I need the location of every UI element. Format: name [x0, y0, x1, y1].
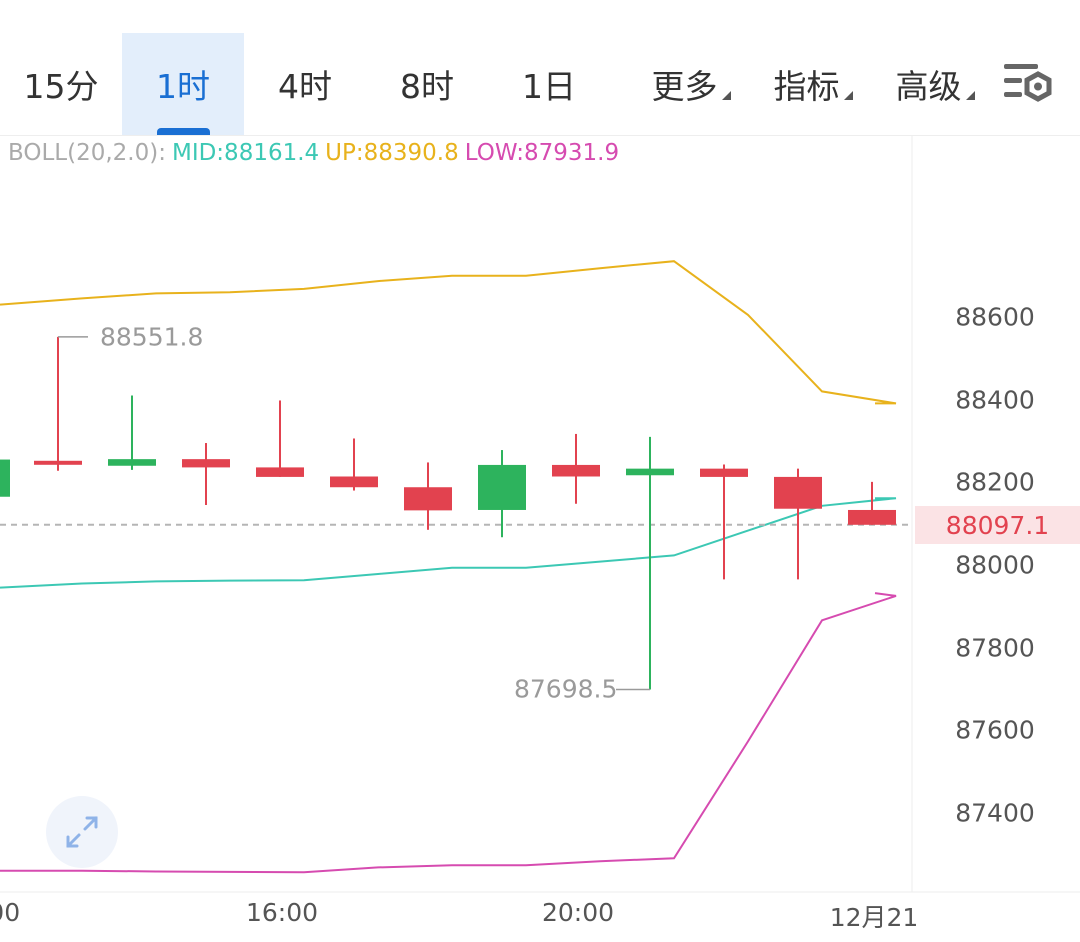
dropdown-caret-icon — [965, 90, 975, 100]
boll-bands — [0, 260, 897, 874]
candle-body — [774, 476, 822, 509]
candle — [108, 395, 156, 470]
candle — [182, 443, 230, 506]
expand-arrows-icon — [66, 816, 98, 848]
dropdown-caret-icon — [843, 90, 853, 100]
x-tick-label: :00 — [0, 898, 21, 927]
candle-body — [0, 459, 10, 497]
x-tick-label: 20:00 — [541, 898, 615, 927]
tab-1hour[interactable]: 1时 — [122, 33, 244, 135]
boll-mid-value: MID:88161.4 — [171, 140, 320, 166]
boll-upper-line — [0, 260, 897, 405]
candle — [848, 481, 896, 525]
boll-up-value: UP:88390.8 — [325, 140, 459, 166]
y-tick-label: 87400 — [955, 798, 1035, 828]
tab-4hour[interactable]: 4时 — [278, 67, 332, 106]
candles — [0, 336, 896, 690]
y-tick-label: 88200 — [955, 467, 1035, 497]
tab-1day[interactable]: 1日 — [522, 67, 576, 106]
tab-8hour[interactable]: 8时 — [400, 67, 454, 106]
candle-body — [626, 468, 674, 476]
candle-body — [848, 509, 896, 525]
low-price-annotation: 87698.5 — [514, 674, 618, 704]
candle — [256, 400, 304, 477]
tab-advanced-label: 高级 — [895, 67, 962, 106]
tab-indicators-label: 指标 — [773, 67, 840, 106]
boll-middle-line — [0, 497, 897, 589]
x-tick-label: 16:00 — [245, 898, 319, 927]
candle-body — [552, 464, 600, 477]
dropdown-caret-icon — [721, 90, 731, 100]
candle-body — [34, 460, 82, 465]
candle — [700, 464, 748, 580]
candle-body — [700, 468, 748, 477]
fullscreen-button[interactable] — [46, 796, 118, 868]
candle — [478, 450, 526, 538]
active-tab-indicator — [157, 128, 210, 135]
x-tick-label: 12月21 — [829, 903, 919, 932]
candle-body — [108, 459, 156, 466]
y-tick-label: 88000 — [955, 550, 1035, 580]
candle-body — [182, 459, 230, 468]
tab-15min[interactable]: 15分 — [23, 67, 99, 106]
timeframe-tab-bar: 15分 1时 4时 8时 1日 更多 指标 高级 — [0, 0, 1080, 136]
chart-settings-icon — [1004, 64, 1052, 102]
boll-indicator-readout: BOLL(20,2.0): MID:88161.4 UP:88390.8 LOW:87… — [8, 140, 625, 166]
boll-low-value: LOW:87931.9 — [464, 140, 620, 166]
candle-body — [256, 467, 304, 477]
candle-body — [404, 487, 452, 511]
tab-indicators[interactable]: 指标 — [752, 33, 874, 135]
y-tick-label: 88400 — [955, 385, 1035, 415]
candle — [774, 468, 822, 580]
candle-body — [478, 464, 526, 510]
candle — [330, 438, 378, 491]
candle — [0, 459, 10, 497]
candle — [404, 462, 452, 530]
boll-lower-line — [0, 592, 897, 874]
y-tick-label: 87600 — [955, 715, 1035, 745]
y-tick-label: 87800 — [955, 633, 1035, 663]
candle — [552, 433, 600, 504]
candle — [34, 336, 82, 471]
y-tick-label: 88600 — [955, 302, 1035, 332]
annotation-leaders — [58, 336, 650, 691]
chart-settings-button[interactable] — [1000, 58, 1060, 114]
tab-advanced[interactable]: 高级 — [874, 33, 996, 135]
high-price-annotation: 88551.8 — [100, 322, 204, 352]
boll-name: BOLL(20,2.0): — [8, 140, 166, 166]
tab-more-label: 更多 — [651, 67, 718, 106]
candle — [626, 436, 674, 690]
tab-more[interactable]: 更多 — [630, 33, 752, 135]
candle-body — [330, 476, 378, 488]
current-price-tag: 88097.1 — [915, 506, 1080, 544]
